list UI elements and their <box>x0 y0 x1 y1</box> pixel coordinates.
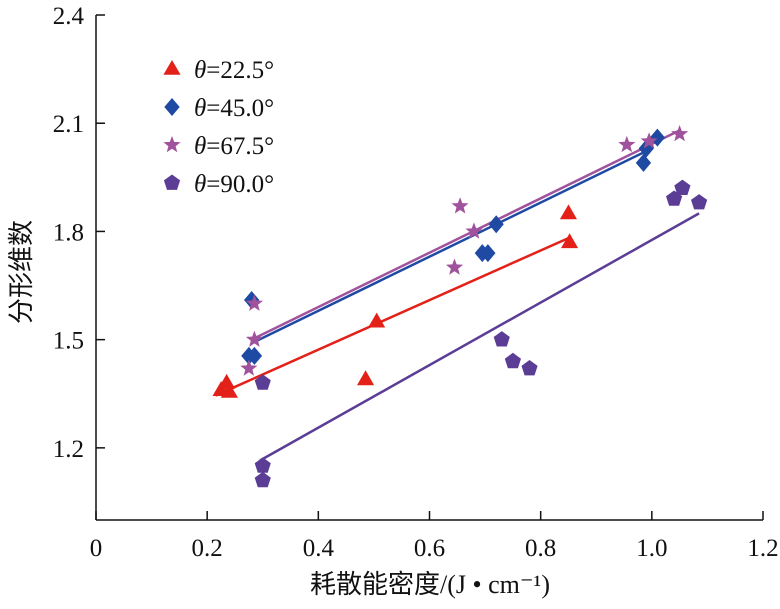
axes <box>95 15 763 521</box>
data-point-diamond <box>480 244 496 263</box>
data-point-star <box>640 132 658 149</box>
legend-label: θ=45.0° <box>194 95 274 122</box>
y-axis-title: 分形维数 <box>7 220 36 324</box>
fit-line <box>259 212 700 462</box>
data-point-diamond <box>488 215 504 234</box>
fit-lines <box>214 129 700 462</box>
legend-label: θ=67.5° <box>194 133 274 160</box>
x-tick-label: 0 <box>90 535 103 562</box>
data-point-pentagon <box>254 471 271 488</box>
data-point-star <box>465 222 483 239</box>
data-point-pentagon <box>691 194 708 210</box>
x-tick-label: 0.8 <box>525 535 556 562</box>
x-tick-label: 1.0 <box>636 535 667 562</box>
legend-angle-value: =67.5° <box>206 133 274 160</box>
legend-marker-pentagon <box>163 174 181 190</box>
data-point-triangle <box>218 373 236 389</box>
data-point-triangle <box>559 204 577 220</box>
data-point-star <box>451 197 469 214</box>
legend-marker-star <box>163 136 181 153</box>
data-point-diamond <box>246 346 263 365</box>
data-point-star <box>618 135 636 153</box>
data-point-pentagon <box>254 374 271 390</box>
y-tick-label: 1.5 <box>53 328 84 355</box>
y-tick-label: 2.4 <box>53 3 85 30</box>
legend-marker-diamond <box>164 98 180 116</box>
x-axis-title: 耗散能密度/(J • cm⁻¹) <box>310 570 550 599</box>
legend-theta-symbol: θ <box>194 95 206 122</box>
data-point-diamond <box>649 128 665 147</box>
legend-label: θ=22.5° <box>194 57 274 84</box>
x-tick-label: 0.2 <box>192 535 223 562</box>
fit-line <box>251 147 653 345</box>
legend-angle-value: =22.5° <box>206 57 274 84</box>
data-point-diamond <box>635 153 652 172</box>
data-points <box>212 125 708 488</box>
data-point-diamond <box>244 291 260 309</box>
data-point-star <box>245 330 263 347</box>
data-point-star <box>240 359 258 376</box>
legend-marker-triangle <box>163 60 181 75</box>
data-point-pentagon <box>521 360 538 376</box>
legend-angle-value: =90.0° <box>206 171 274 198</box>
data-point-pentagon <box>493 331 510 347</box>
fit-line <box>214 235 572 397</box>
legend-angle-value: =45.0° <box>206 95 274 122</box>
legend-theta-symbol: θ <box>194 171 206 198</box>
y-tick-label: 1.2 <box>53 436 84 463</box>
data-point-triangle <box>357 370 375 386</box>
data-point-star <box>446 258 464 275</box>
x-tick-label: 0.4 <box>303 535 335 562</box>
data-point-triangle <box>220 382 238 398</box>
y-tick-label: 1.8 <box>53 219 84 246</box>
ticks: 0 0.2 0.4 0.6 0.8 1.0 1.2 1.2 1.5 1.8 2.1 2.4 <box>53 3 779 562</box>
data-point-pentagon <box>504 352 521 369</box>
data-point-pentagon <box>254 457 271 473</box>
legend-theta-symbol: θ <box>194 57 206 84</box>
legend-theta-symbol: θ <box>194 133 206 160</box>
fit-line <box>251 129 681 341</box>
legend-label: θ=90.0° <box>194 171 274 198</box>
data-point-triangle <box>561 233 579 249</box>
data-point-pentagon <box>674 179 691 195</box>
y-tick-label: 2.1 <box>53 111 84 138</box>
data-point-star <box>671 125 689 142</box>
data-point-star <box>245 294 263 311</box>
data-point-triangle <box>368 312 386 328</box>
legend: θ=22.5°θ=45.0°θ=67.5°θ=90.0° <box>163 57 274 198</box>
x-tick-label: 0.6 <box>414 535 445 562</box>
x-tick-label: 1.2 <box>747 535 778 562</box>
